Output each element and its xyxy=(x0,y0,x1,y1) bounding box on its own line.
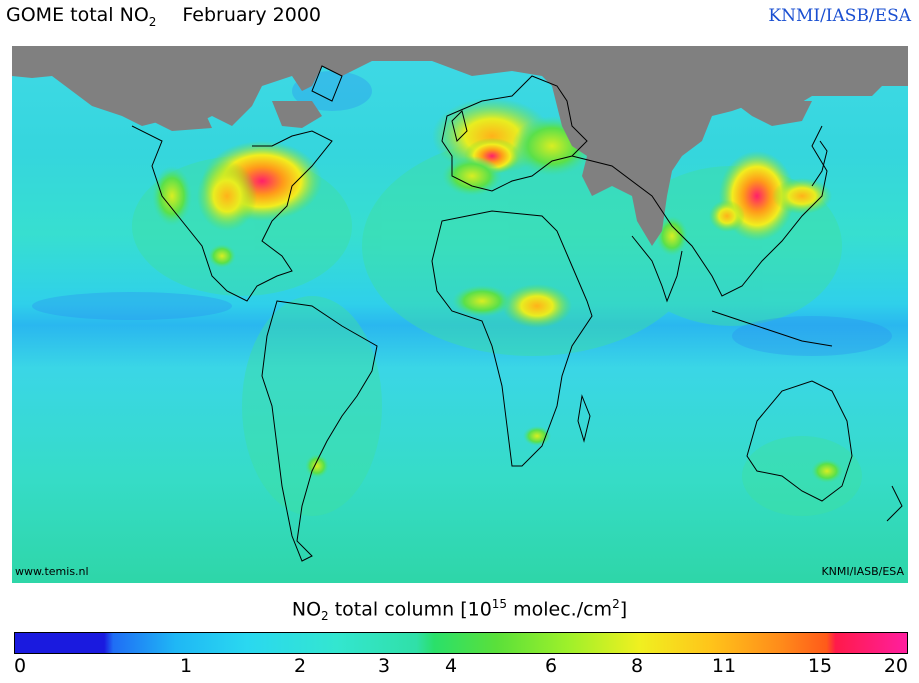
coast-uk xyxy=(451,110,468,142)
tick-label: 8 xyxy=(630,655,644,677)
tick-label: 11 xyxy=(711,655,737,677)
map-month: February 2000 xyxy=(182,4,322,26)
colorbar xyxy=(14,632,908,654)
coast-south-america xyxy=(261,300,378,562)
source-url: www.temis.nl xyxy=(15,565,89,578)
tick-label: 1 xyxy=(179,655,193,677)
coast-north-america xyxy=(131,125,333,302)
coast-japan xyxy=(811,140,828,187)
coast-indonesia xyxy=(711,310,833,347)
map-layers xyxy=(12,46,908,562)
tick-label: 20 xyxy=(883,655,908,677)
hotspot-central-africa xyxy=(502,284,572,328)
tick-label: 3 xyxy=(377,655,391,677)
colorbar-ticks: 0 1 2 3 4 6 8 11 15 20 xyxy=(14,655,908,683)
coast-europe xyxy=(441,75,588,192)
tick-label: 0 xyxy=(14,655,27,677)
map-title: GOME total NO2 February 2000 xyxy=(6,4,322,29)
world-no2-map: www.temis.nl KNMI/IASB/ESA xyxy=(12,46,908,583)
source-credit: KNMI/IASB/ESA xyxy=(821,565,904,578)
coast-new-zealand xyxy=(886,485,903,522)
missing-data xyxy=(12,46,908,246)
coast-greenland xyxy=(311,65,343,102)
credit-label: KNMI/IASB/ESA xyxy=(768,6,911,26)
coast-africa xyxy=(431,210,593,467)
land-tint xyxy=(132,136,862,516)
hotspot-south-africa xyxy=(523,426,551,446)
coast-asia xyxy=(571,125,828,297)
hotspot-australia xyxy=(811,459,843,483)
coast-madagascar xyxy=(577,394,591,443)
colorbar-title: NO2 total column [1015 molec./cm2] xyxy=(291,597,628,624)
tick-label: 6 xyxy=(544,655,558,677)
coastlines xyxy=(131,65,903,562)
coast-india xyxy=(631,235,683,303)
tick-label: 2 xyxy=(293,655,307,677)
coast-australia xyxy=(746,380,853,502)
tick-label: 15 xyxy=(807,655,833,677)
tick-label: 4 xyxy=(444,655,458,677)
